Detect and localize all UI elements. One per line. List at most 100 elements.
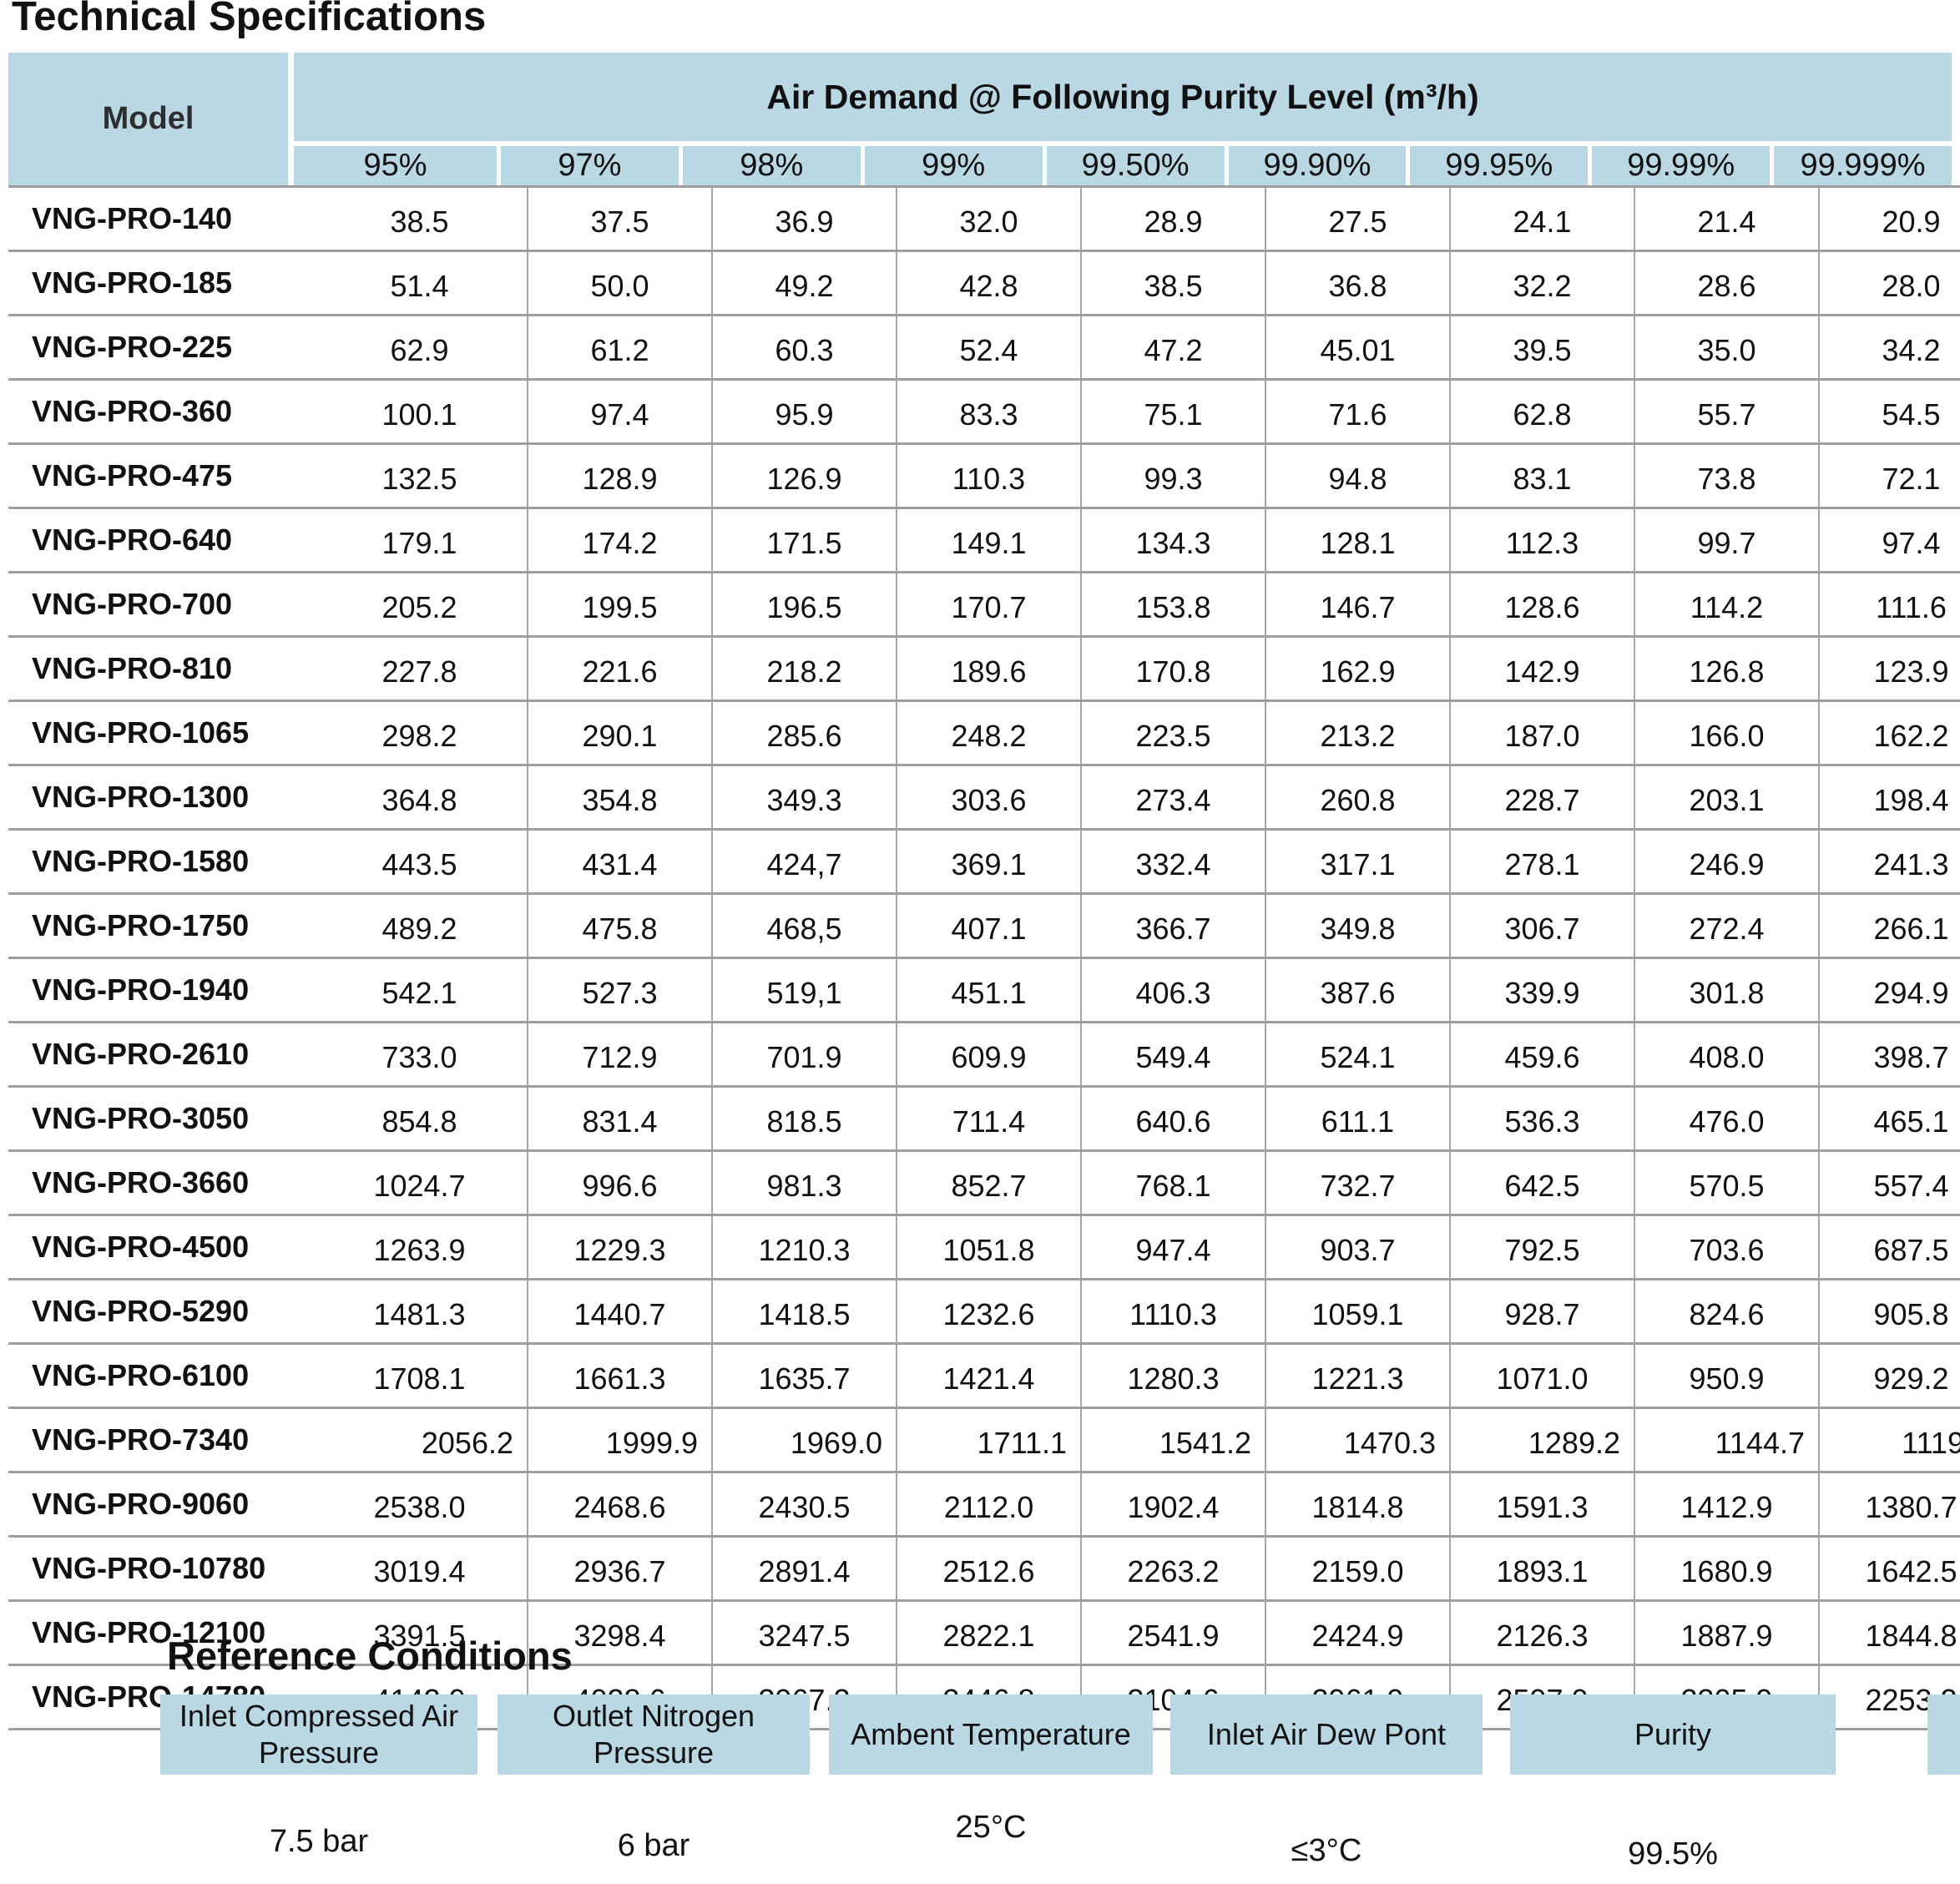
air-demand-value: 1642.5 — [1818, 1535, 1960, 1601]
air-demand-value: 2541.9 — [1080, 1599, 1265, 1665]
air-demand-value: 642.5 — [1449, 1149, 1634, 1215]
air-demand-value: 126.9 — [711, 442, 897, 508]
air-demand-value: 301.8 — [1634, 957, 1819, 1023]
reference-condition-value: 25°C — [955, 1810, 1027, 1845]
air-demand-value: 34.2 — [1818, 314, 1960, 380]
air-demand-value: 996.6 — [527, 1149, 712, 1215]
air-demand-value: 36.8 — [1265, 250, 1450, 316]
air-demand-value: 1229.3 — [527, 1214, 712, 1280]
air-demand-value: 97.4 — [1818, 507, 1960, 573]
air-demand-value: 2263.2 — [1080, 1535, 1265, 1601]
model-name: VNG-PRO-700 — [8, 571, 312, 637]
air-demand-value: 818.5 — [711, 1085, 897, 1151]
purity-column-header: 98% — [682, 146, 861, 185]
air-demand-value: 711.4 — [896, 1085, 1081, 1151]
air-demand-value: 221.6 — [527, 635, 712, 701]
air-demand-value: 408.0 — [1634, 1021, 1819, 1087]
table-row: VNG-PRO-12100 3391.5 3298.4 3247.5 2822.1 254… — [8, 1599, 1960, 1665]
reference-condition-label: Inlet Air Dew Pont — [1170, 1695, 1483, 1775]
air-demand-value: 38.5 — [1080, 250, 1265, 316]
air-demand-value: 21.4 — [1634, 185, 1819, 251]
air-demand-value: 179.1 — [312, 507, 528, 573]
reference-condition-label: Outlet Nitrogen Pressure — [498, 1695, 810, 1775]
air-demand-value: 1232.6 — [896, 1278, 1081, 1344]
air-demand-value: 1893.1 — [1449, 1535, 1634, 1601]
air-demand-value: 1071.0 — [1449, 1342, 1634, 1408]
air-demand-value: 95.9 — [711, 378, 897, 444]
model-name: VNG-PRO-9060 — [8, 1471, 312, 1537]
air-demand-value: 128.6 — [1449, 571, 1634, 637]
air-demand-value: 170.8 — [1080, 635, 1265, 701]
air-demand-value: 83.1 — [1449, 442, 1634, 508]
air-demand-value: 51.4 — [312, 250, 528, 316]
table-row: VNG-PRO-6100 1708.1 1661.3 1635.7 1421.4 1280… — [8, 1342, 1960, 1408]
air-demand-value: 1470.3 — [1265, 1407, 1450, 1472]
air-demand-value: 1263.9 — [312, 1214, 528, 1280]
air-demand-value: 153.8 — [1080, 571, 1265, 637]
model-name: VNG-PRO-225 — [8, 314, 312, 380]
air-demand-value: 1969.0 — [711, 1407, 897, 1472]
purity-column-header: 95% — [294, 146, 497, 185]
air-demand-value: 3247.5 — [711, 1599, 897, 1665]
air-demand-value: 732.7 — [1265, 1149, 1450, 1215]
air-demand-value: 162.2 — [1818, 700, 1960, 765]
air-demand-value: 387.6 — [1265, 957, 1450, 1023]
air-demand-value: 703.6 — [1634, 1214, 1819, 1280]
air-demand-value: 75.1 — [1080, 378, 1265, 444]
air-demand-value: 71.6 — [1265, 378, 1450, 444]
air-demand-value: 950.9 — [1634, 1342, 1819, 1408]
air-demand-value: 424,7 — [711, 828, 897, 894]
reference-condition-value: ≤3°C — [1291, 1833, 1362, 1868]
air-demand-value: 62.9 — [312, 314, 528, 380]
air-demand-value: 24.1 — [1449, 185, 1634, 251]
model-name: VNG-PRO-1940 — [8, 957, 312, 1023]
air-demand-value: 406.3 — [1080, 957, 1265, 1023]
air-demand-value: 1051.8 — [896, 1214, 1081, 1280]
air-demand-value: 2936.7 — [527, 1535, 712, 1601]
air-demand-value: 28.6 — [1634, 250, 1819, 316]
air-demand-value: 45.01 — [1265, 314, 1450, 380]
table-row: VNG-PRO-700 205.2 199.5 196.5 170.7 153.8 146.… — [8, 571, 1960, 637]
model-name: VNG-PRO-1580 — [8, 828, 312, 894]
air-demand-value: 198.4 — [1818, 764, 1960, 830]
air-demand-value: 364.8 — [312, 764, 528, 830]
air-demand-value: 134.3 — [1080, 507, 1265, 573]
air-demand-value: 903.7 — [1265, 1214, 1450, 1280]
air-demand-value: 39.5 — [1449, 314, 1634, 380]
air-demand-value: 398.7 — [1818, 1021, 1960, 1087]
air-demand-value: 611.1 — [1265, 1085, 1450, 1151]
model-name: VNG-PRO-3050 — [8, 1085, 312, 1151]
model-name: VNG-PRO-1750 — [8, 892, 312, 958]
air-demand-value: 52.4 — [896, 314, 1081, 380]
air-demand-value: 733.0 — [312, 1021, 528, 1087]
air-demand-value: 1024.7 — [312, 1149, 528, 1215]
air-demand-value: 223.5 — [1080, 700, 1265, 765]
air-demand-value: 2891.4 — [711, 1535, 897, 1601]
air-demand-value: 431.4 — [527, 828, 712, 894]
table-row: VNG-PRO-5290 1481.3 1440.7 1418.5 1232.6 1110… — [8, 1278, 1960, 1344]
air-demand-value: 54.5 — [1818, 378, 1960, 444]
air-demand-value: 1902.4 — [1080, 1471, 1265, 1537]
air-demand-value: 1591.3 — [1449, 1471, 1634, 1537]
air-demand-value: 272.4 — [1634, 892, 1819, 958]
air-demand-value: 28.0 — [1818, 250, 1960, 316]
air-demand-value: 489.2 — [312, 892, 528, 958]
reference-condition-value: 99.5% — [1628, 1836, 1718, 1871]
air-demand-value: 1661.3 — [527, 1342, 712, 1408]
purity-column-header: 99.90% — [1228, 146, 1407, 185]
air-demand-value: 947.4 — [1080, 1214, 1265, 1280]
table-row: VNG-PRO-1580 443.5 431.4 424,7 369.1 332.4 317… — [8, 828, 1960, 894]
air-demand-value: 285.6 — [711, 700, 897, 765]
reference-conditions-title: Reference Conditions — [167, 1634, 573, 1678]
table-row: VNG-PRO-1300 364.8 354.8 349.3 303.6 273.4 260… — [8, 764, 1960, 830]
table-row: VNG-PRO-1750 489.2 475.8 468,5 407.1 366.7 349… — [8, 892, 1960, 958]
air-demand-value: 294.9 — [1818, 957, 1960, 1023]
model-name: VNG-PRO-5290 — [8, 1278, 312, 1344]
air-demand-value: 273.4 — [1080, 764, 1265, 830]
air-demand-value: 1119.2 — [1818, 1407, 1960, 1472]
purity-column-header: 99.95% — [1410, 146, 1589, 185]
air-demand-value: 50.0 — [527, 250, 712, 316]
air-demand-value: 542.1 — [312, 957, 528, 1023]
air-demand-value: 1999.9 — [527, 1407, 712, 1472]
air-demand-value: 2538.0 — [312, 1471, 528, 1537]
